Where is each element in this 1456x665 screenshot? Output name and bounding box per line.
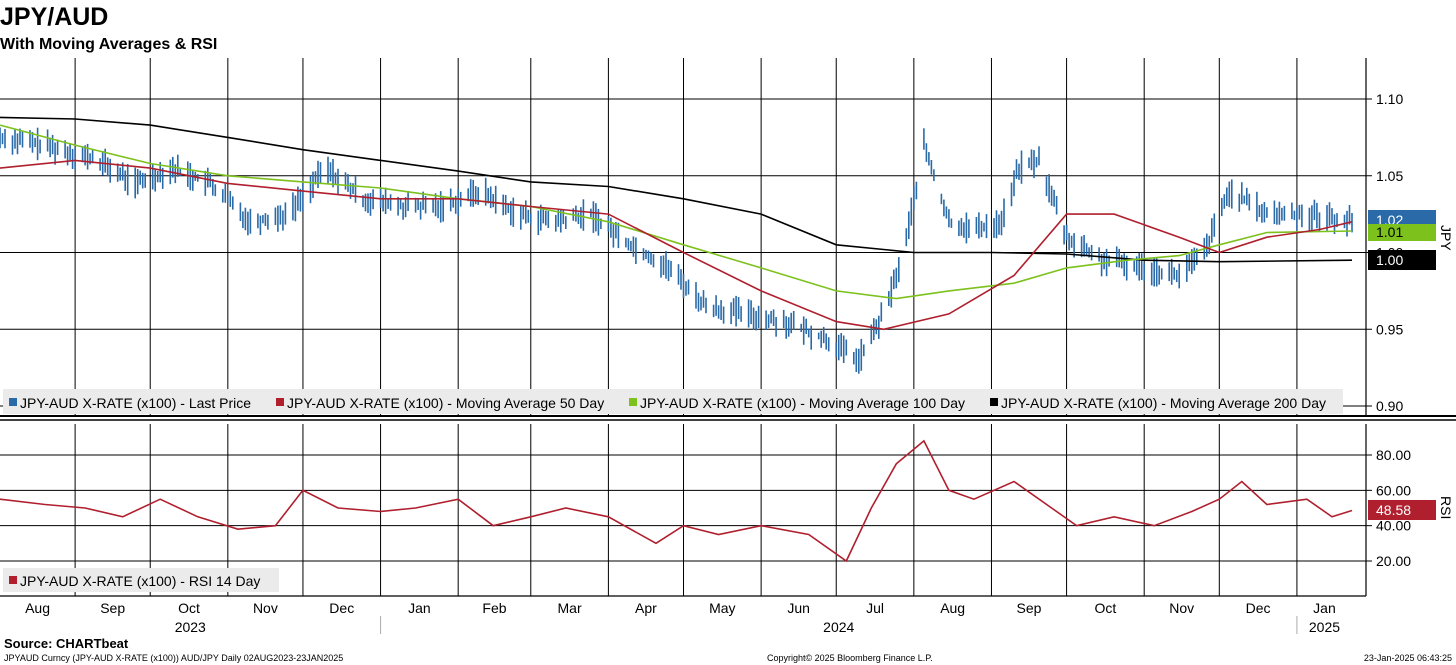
- rsi-tag-value: 48.58: [1376, 502, 1411, 518]
- rsi-legend-bg: [3, 568, 279, 592]
- rsi-y-ticks: 80.00 60.00 40.00 20.00: [1366, 447, 1411, 569]
- legend-label-ma200: JPY-AUD X-RATE (x100) - Moving Average 2…: [1001, 395, 1326, 411]
- rsi-vertical-grid: [74, 424, 1298, 596]
- footer-ticker: JPYAUD Curncy (JPY-AUD X-RATE (x100)) AU…: [4, 653, 343, 663]
- x-month-label: Apr: [635, 600, 657, 616]
- x-month-label: Mar: [558, 600, 582, 616]
- price-y-tick-label: 1.05: [1376, 168, 1403, 184]
- price-y-tick-label: 0.95: [1376, 321, 1403, 337]
- ma200-tag-box: [1368, 250, 1436, 270]
- legend-label-last-price: JPY-AUD X-RATE (x100) - Last Price: [20, 395, 251, 411]
- x-month-label: Jan: [408, 600, 431, 616]
- last-price-bars: [0, 127, 1353, 374]
- chart-subtitle: With Moving Averages & RSI: [0, 36, 217, 53]
- chart-title: JPY/AUD: [0, 3, 108, 31]
- ma100-tag-value: 1.01: [1376, 224, 1403, 240]
- x-year-label: 2025: [1309, 619, 1340, 635]
- price-axis-title: JPY: [1438, 225, 1454, 251]
- rsi-y-tick-label: 40.00: [1376, 518, 1411, 534]
- rsi-tag: 48.58: [1368, 500, 1436, 520]
- x-month-label: Jun: [787, 600, 810, 616]
- x-month-label: May: [709, 600, 735, 616]
- x-month-label: Sep: [1017, 600, 1042, 616]
- legend-label-ma100: JPY-AUD X-RATE (x100) - Moving Average 1…: [640, 395, 965, 411]
- price-y-tick-label: 0.90: [1376, 398, 1403, 414]
- footer-copyright: Copyright© 2025 Bloomberg Finance L.P.: [767, 653, 933, 663]
- rsi-legend: JPY-AUD X-RATE (x100) - RSI 14 Day: [3, 568, 279, 592]
- x-month-label: Sep: [100, 600, 125, 616]
- rsi-horizontal-grid: [0, 454, 1366, 562]
- x-month-label: Jan: [1313, 600, 1336, 616]
- legend-swatch-ma100: [629, 398, 637, 406]
- x-month-label: Jul: [866, 600, 884, 616]
- price-vertical-grid: [74, 58, 1298, 416]
- ma100-tag: 1.01: [1368, 224, 1436, 241]
- x-month-label: Nov: [1169, 600, 1194, 616]
- rsi-y-tick-label: 20.00: [1376, 553, 1411, 569]
- rsi-line: [0, 439, 1353, 563]
- price-y-ticks: 1.10 1.05 1.00 0.95 0.90: [1366, 91, 1403, 414]
- x-month-label: Feb: [482, 600, 506, 616]
- ma100-tag-box: [1368, 224, 1436, 241]
- footer-timestamp: 23-Jan-2025 06:43:25: [1364, 653, 1452, 663]
- rsi-y-tick-label: 80.00: [1376, 447, 1411, 463]
- x-month-label: Oct: [1094, 600, 1116, 616]
- price-legend-bg: [3, 389, 1343, 414]
- x-month-label: Dec: [1246, 600, 1271, 616]
- x-axis: Aug Sep Oct Nov Dec Jan Feb Mar Apr May Jun Jul Aug S…: [25, 600, 1340, 635]
- ma50-line: [0, 159, 1353, 331]
- footer-source: Source: CHARTbeat: [4, 636, 129, 651]
- legend-swatch-ma200: [990, 398, 998, 406]
- x-month-label: Dec: [329, 600, 354, 616]
- x-month-label: Aug: [940, 600, 965, 616]
- price-legend: JPY-AUD X-RATE (x100) - Last Price JPY-A…: [3, 389, 1343, 414]
- x-year-label: 2024: [823, 619, 854, 635]
- ma200-line: [0, 116, 1353, 263]
- x-month-label: Nov: [253, 600, 278, 616]
- x-month-label: Aug: [25, 600, 50, 616]
- legend-swatch-last-price: [9, 398, 17, 406]
- x-month-label: Oct: [178, 600, 200, 616]
- ma200-tag: 1.00: [1368, 250, 1436, 270]
- ma200-tag-value: 1.00: [1376, 252, 1403, 268]
- price-y-tick-label: 1.10: [1376, 91, 1403, 107]
- rsi-axis-title: RSI: [1438, 496, 1454, 519]
- ma100-line: [0, 124, 1353, 300]
- rsi-y-tick-label: 60.00: [1376, 482, 1411, 498]
- x-year-label: 2023: [175, 619, 206, 635]
- price-panel: [0, 58, 1456, 417]
- legend-swatch-ma50: [276, 398, 284, 406]
- rsi-tag-box: [1368, 500, 1436, 520]
- legend-label-rsi: JPY-AUD X-RATE (x100) - RSI 14 Day: [20, 573, 260, 589]
- legend-swatch-rsi: [9, 576, 17, 584]
- legend-label-ma50: JPY-AUD X-RATE (x100) - Moving Average 5…: [287, 395, 604, 411]
